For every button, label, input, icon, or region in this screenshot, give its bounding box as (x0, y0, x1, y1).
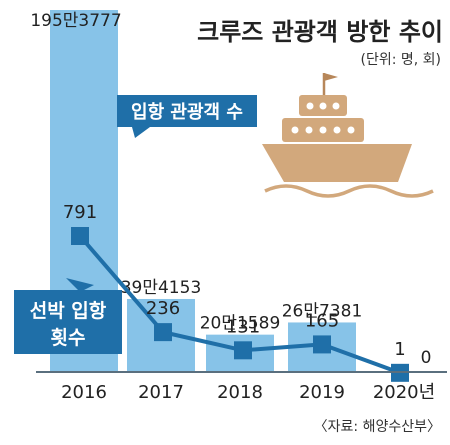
x-tick-1: 2017 (138, 382, 184, 403)
line-point-3 (313, 335, 331, 354)
bar-label-1: 39만4153 (121, 278, 202, 298)
x-tick-2: 2018 (217, 382, 263, 403)
line-series-name-line1: 선박 입항 (30, 300, 107, 322)
bar-series-name: 입항 관광객 수 (131, 101, 243, 123)
line-point-0 (71, 227, 89, 245)
line-label-3: 165 (305, 310, 339, 331)
x-tick-4: 2020년 (373, 382, 435, 403)
bar-series-callout: 입항 관광객 수 (117, 95, 257, 138)
source-label: 〈자료: 해양수산부〉 (314, 419, 441, 435)
line-series-callout: 선박 입항 횟수 (14, 278, 122, 354)
bar-label-4: 0 (421, 348, 432, 368)
line-label-4: 1 (394, 339, 405, 360)
bar-label-2: 20만1589 (200, 314, 281, 334)
ship-icon (262, 73, 434, 198)
line-label-1: 236 (146, 298, 180, 319)
line-point-2 (234, 341, 252, 360)
line-label-0: 791 (63, 202, 97, 223)
x-axis-ticks: 2016 2017 2018 2019 2020년 (61, 382, 435, 403)
chart-title: 크루즈 관광객 방한 추이 (197, 18, 443, 46)
bar-label-0: 195만3777 (30, 11, 121, 31)
unit-label: (단위: 명, 회) (360, 52, 441, 68)
x-tick-0: 2016 (61, 382, 107, 403)
line-series-name-line2: 횟수 (51, 327, 86, 349)
x-tick-3: 2019 (299, 382, 345, 403)
line-point-1 (154, 323, 172, 342)
line-label-2: 131 (226, 316, 260, 337)
bar-label-3: 26만7381 (282, 301, 363, 321)
